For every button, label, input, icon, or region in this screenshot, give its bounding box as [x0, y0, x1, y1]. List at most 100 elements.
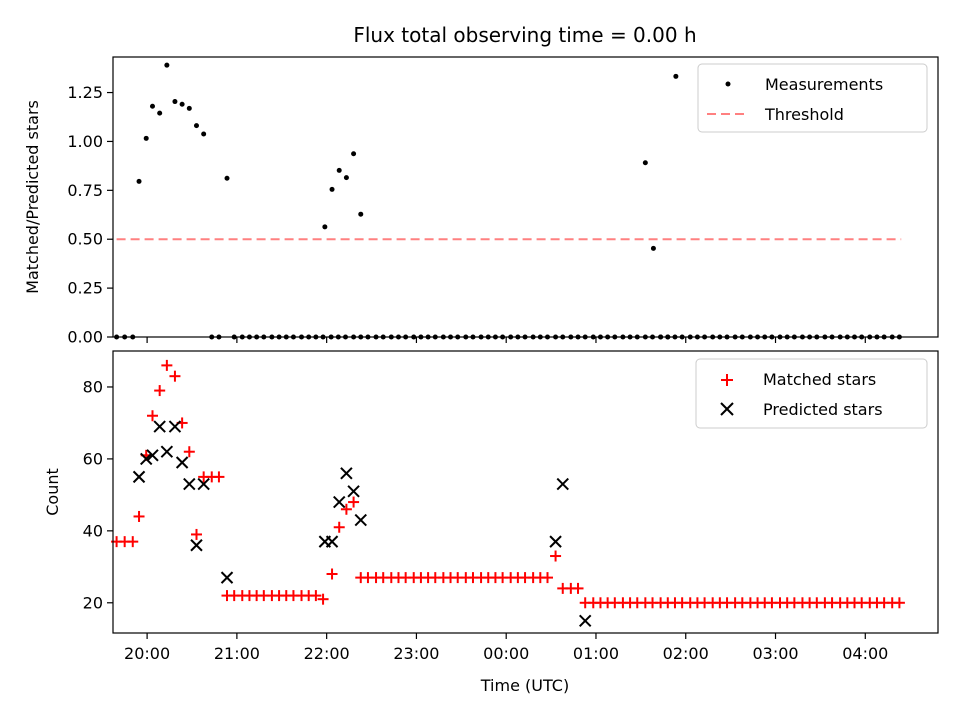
measurement-point — [193, 123, 199, 129]
matched-star-marker — [541, 572, 553, 584]
matched-star-markers — [111, 359, 905, 609]
top-legend: Measurements Threshold — [697, 63, 928, 133]
measurement-point — [157, 110, 163, 116]
measurement-point — [143, 135, 149, 141]
x-tick-label: 23:00 — [393, 644, 439, 663]
predicted-star-marker — [197, 477, 210, 491]
measurement-point — [336, 167, 342, 173]
measurement-point — [224, 175, 230, 181]
predicted-star-marker — [354, 513, 367, 527]
measurement-point — [179, 101, 185, 107]
predicted-star-marker — [175, 456, 189, 469]
bottom-legend: Matched stars Predicted stars — [695, 358, 928, 429]
matched-star-marker — [333, 521, 345, 533]
measurement-point — [351, 151, 357, 157]
figure-title: Flux total observing time = 0.00 h — [353, 23, 696, 47]
x-tick-label: 00:00 — [483, 644, 529, 663]
measurement-point — [201, 131, 207, 137]
x-tick-label: 03:00 — [752, 644, 798, 663]
measurement-point — [136, 178, 142, 184]
matched-star-marker — [133, 510, 145, 522]
measurement-point — [673, 73, 679, 79]
legend-measurements-marker — [725, 81, 731, 87]
predicted-star-marker — [333, 495, 346, 509]
measurement-point — [186, 105, 192, 111]
matched-star-marker — [154, 385, 166, 397]
predicted-star-marker — [340, 467, 353, 480]
legend-threshold-label: Threshold — [764, 105, 844, 124]
bottom-y-ticks: 20 40 60 80 — [83, 377, 113, 612]
predicted-star-marker — [347, 485, 360, 498]
bottom-x-ticks: 20:00 21:00 22:00 23:00 00:00 01:00 02:00 03:00… — [124, 633, 888, 663]
predicted-star-marker — [578, 614, 592, 627]
top-y-tick-label: 0.75 — [67, 181, 103, 200]
predicted-star-marker — [160, 445, 174, 458]
bottom-y-tick-label: 80 — [83, 377, 103, 396]
bottom-y-axis-label: Count — [43, 468, 62, 516]
x-axis-label: Time (UTC) — [480, 676, 569, 695]
measurement-point — [343, 175, 349, 181]
top-axes-frame — [112, 56, 939, 338]
predicted-star-marker — [556, 477, 569, 491]
matched-star-marker — [310, 590, 322, 602]
top-panel: 0.00 0.25 0.50 0.75 1.00 1.25 Matched/Predict… — [23, 56, 939, 347]
bottom-y-tick-label: 40 — [83, 521, 103, 540]
matched-star-marker — [169, 370, 181, 382]
measurement-point — [358, 211, 364, 217]
predicted-star-marker — [549, 535, 562, 548]
matched-star-marker — [146, 410, 158, 422]
predicted-star-marker — [220, 571, 234, 584]
matched-star-marker — [127, 536, 139, 548]
matched-star-marker — [161, 359, 173, 371]
matched-star-marker — [183, 446, 195, 458]
x-tick-label: 21:00 — [214, 644, 260, 663]
top-y-tick-label: 1.00 — [67, 132, 103, 151]
predicted-star-marker — [132, 470, 146, 484]
legend-predicted-label: Predicted stars — [763, 400, 883, 419]
legend-measurements-label: Measurements — [765, 75, 883, 94]
measurement-point — [642, 160, 648, 166]
top-y-tick-label: 0.00 — [67, 328, 103, 347]
matched-star-marker — [893, 597, 905, 609]
matched-star-marker — [213, 471, 225, 483]
top-y-ticks: 0.00 0.25 0.50 0.75 1.00 1.25 — [67, 83, 113, 347]
bottom-legend-box — [695, 358, 928, 429]
x-tick-label: 02:00 — [663, 644, 709, 663]
top-y-tick-label: 0.25 — [67, 279, 103, 298]
bottom-y-tick-label: 20 — [83, 593, 103, 612]
predicted-star-marker — [140, 452, 153, 466]
x-tick-label: 01:00 — [573, 644, 619, 663]
top-x-ticks — [146, 337, 866, 343]
predicted-star-marker — [183, 477, 196, 491]
measurement-point — [329, 186, 335, 192]
matched-star-marker — [340, 503, 352, 515]
matched-star-marker — [572, 582, 584, 594]
x-tick-label: 04:00 — [842, 644, 888, 663]
predicted-star-marker — [153, 420, 166, 433]
predicted-star-marker — [146, 449, 159, 462]
matched-star-marker — [326, 568, 338, 580]
top-legend-box — [697, 63, 928, 133]
measurement-point — [164, 62, 170, 68]
x-tick-label: 22:00 — [304, 644, 350, 663]
matched-star-marker — [550, 550, 562, 562]
bottom-y-tick-label: 60 — [83, 449, 103, 468]
measurement-point — [650, 245, 656, 251]
legend-predicted-marker — [720, 402, 734, 416]
matched-star-marker — [317, 593, 329, 605]
top-y-axis-label: Matched/Predicted stars — [23, 100, 42, 294]
predicted-star-marker — [325, 535, 339, 548]
legend-matched-label: Matched stars — [763, 370, 876, 389]
legend-matched-marker — [721, 374, 733, 386]
measurement-point — [172, 99, 178, 105]
bottom-axes-frame — [112, 350, 939, 634]
measurement-point — [322, 224, 328, 230]
measurement-point — [149, 103, 155, 109]
x-tick-label: 20:00 — [124, 644, 170, 663]
top-y-tick-label: 1.25 — [67, 83, 103, 102]
predicted-star-markers — [132, 420, 592, 627]
matched-star-marker — [190, 528, 202, 540]
top-y-tick-label: 0.50 — [67, 230, 103, 249]
predicted-star-marker — [168, 420, 182, 433]
